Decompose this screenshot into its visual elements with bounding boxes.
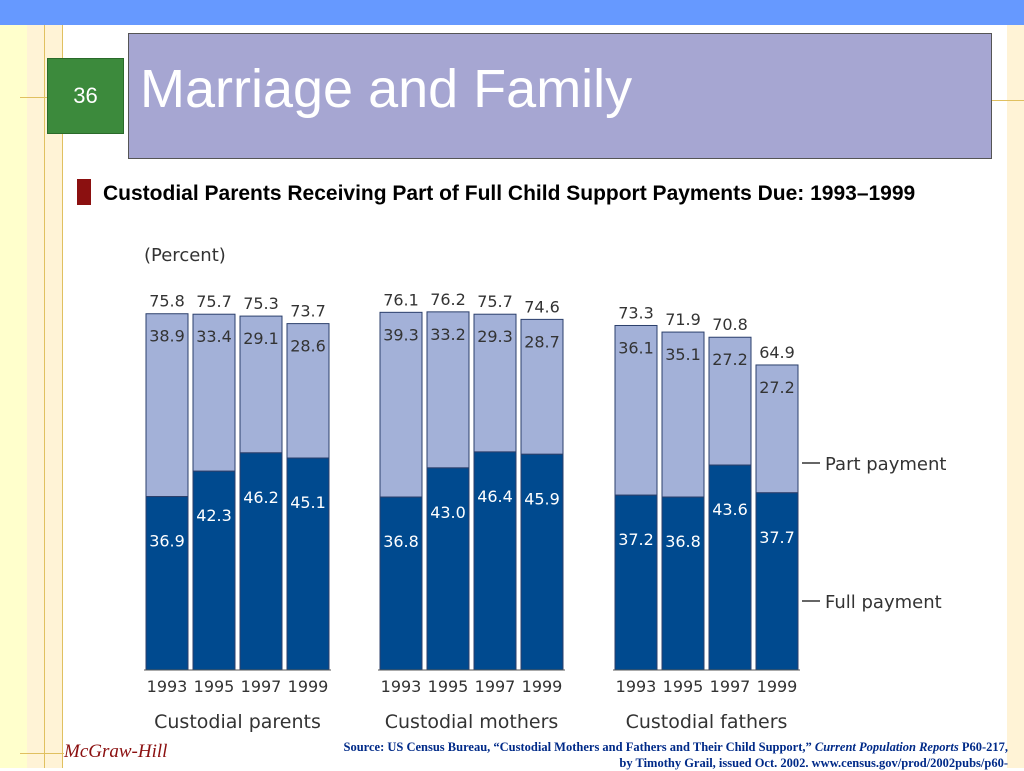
- total-label: 76.1: [383, 290, 419, 309]
- title-box: [128, 33, 992, 159]
- full-value-label: 46.4: [477, 487, 513, 506]
- bar-full-payment: [755, 492, 799, 671]
- decorative-line: [20, 97, 47, 98]
- legend-full-payment: Full payment: [825, 592, 942, 613]
- bar-full-payment: [286, 457, 330, 671]
- full-value-label: 46.2: [243, 488, 279, 507]
- page-number: 36: [73, 83, 98, 108]
- total-label: 74.6: [524, 297, 560, 316]
- bar-part-payment: [426, 311, 470, 469]
- group-label: Custodial parents: [154, 711, 321, 733]
- full-value-label: 43.0: [430, 503, 466, 522]
- unit-label: (Percent): [144, 245, 226, 266]
- bar-part-payment: [239, 315, 283, 454]
- chart-subtitle: Custodial Parents Receiving Part of Full…: [103, 182, 916, 205]
- bar-full-payment: [192, 470, 236, 671]
- full-value-label: 37.7: [759, 528, 795, 547]
- total-label: 73.3: [618, 303, 654, 322]
- page-number-box: 36: [47, 58, 124, 134]
- bar-full-payment: [661, 496, 705, 671]
- year-tick-label: 1999: [757, 677, 798, 696]
- part-value-label: 33.2: [430, 325, 466, 344]
- bar-part-payment: [661, 331, 705, 498]
- bars-layer: 75.8 38.9 36.9 1993 75.7 33.4 42.3 1995 75.3 29.1…: [144, 290, 800, 733]
- part-value-label: 38.9: [149, 327, 185, 346]
- year-tick-label: 1997: [710, 677, 751, 696]
- year-tick-label: 1993: [616, 677, 657, 696]
- full-value-label: 36.9: [149, 532, 185, 551]
- part-value-label: 36.1: [618, 338, 654, 357]
- source-prefix: Source: US Census Bureau, “Custodial Mot…: [343, 740, 815, 754]
- part-value-label: 29.3: [477, 327, 513, 346]
- left-stripe: [0, 25, 27, 768]
- full-value-label: 36.8: [383, 532, 419, 551]
- bar-full-payment: [520, 453, 564, 671]
- bar-full-payment: [379, 496, 423, 671]
- footer-brand: McGraw-Hill: [64, 741, 168, 762]
- part-value-label: 28.7: [524, 332, 560, 351]
- total-label: 73.7: [290, 302, 326, 321]
- bar-part-payment: [145, 313, 189, 498]
- year-tick-label: 1999: [522, 677, 563, 696]
- full-value-label: 37.2: [618, 530, 654, 549]
- total-label: 76.2: [430, 290, 466, 309]
- slide-title: Marriage and Family: [140, 59, 633, 119]
- bar-part-payment: [473, 313, 517, 453]
- legend-part-payment: Part payment: [825, 454, 946, 475]
- part-value-label: 28.6: [290, 337, 326, 356]
- bar-full-payment: [426, 467, 470, 671]
- bar-full-payment: [708, 464, 752, 671]
- part-value-label: 27.2: [759, 378, 795, 397]
- year-tick-label: 1997: [241, 677, 282, 696]
- total-label: 75.7: [196, 292, 232, 311]
- bar-part-payment: [286, 323, 330, 459]
- bar-full-payment: [614, 494, 658, 671]
- bar-full-payment: [145, 496, 189, 671]
- group-label: Custodial mothers: [385, 711, 559, 733]
- total-label: 75.8: [149, 292, 185, 311]
- bar-part-payment: [614, 324, 658, 496]
- part-value-label: 33.4: [196, 327, 232, 346]
- total-label: 64.9: [759, 343, 795, 362]
- part-value-label: 29.1: [243, 329, 279, 348]
- full-value-label: 43.6: [712, 500, 748, 519]
- full-value-label: 36.8: [665, 532, 701, 551]
- full-value-label: 45.1: [290, 493, 326, 512]
- bar-part-payment: [708, 336, 752, 466]
- group-label: Custodial fathers: [626, 711, 788, 733]
- source-suffix: P60-217, by Timothy Grail, issued Oct. 2…: [619, 740, 1008, 770]
- part-value-label: 35.1: [665, 345, 701, 364]
- decorative-line: [44, 25, 45, 768]
- bar-part-payment: [520, 318, 564, 455]
- right-stripe: [1007, 25, 1024, 768]
- full-value-label: 45.9: [524, 489, 560, 508]
- total-label: 71.9: [665, 310, 701, 329]
- year-tick-label: 1995: [663, 677, 704, 696]
- total-label: 75.7: [477, 292, 513, 311]
- decorative-line: [62, 25, 63, 768]
- left-stripe-inner: [27, 25, 63, 768]
- bar-part-payment: [379, 311, 423, 498]
- legend: Part payment Full payment: [802, 454, 946, 613]
- year-tick-label: 1993: [381, 677, 422, 696]
- source-note: Source: US Census Bureau, “Custodial Mot…: [340, 739, 1009, 771]
- part-value-label: 27.2: [712, 350, 748, 369]
- top-bar: [0, 0, 1024, 25]
- year-tick-label: 1999: [288, 677, 329, 696]
- year-tick-label: 1995: [194, 677, 235, 696]
- total-label: 70.8: [712, 315, 748, 334]
- decorative-line: [992, 100, 1024, 101]
- decorative-line: [20, 753, 64, 754]
- part-value-label: 39.3: [383, 325, 419, 344]
- bar-full-payment: [473, 451, 517, 671]
- year-tick-label: 1993: [147, 677, 188, 696]
- bullet-icon: [77, 179, 91, 205]
- total-label: 75.3: [243, 294, 279, 313]
- year-tick-label: 1995: [428, 677, 469, 696]
- year-tick-label: 1997: [475, 677, 516, 696]
- bar-full-payment: [239, 452, 283, 671]
- full-value-label: 42.3: [196, 506, 232, 525]
- source-italic: Current Population Reports: [814, 740, 959, 754]
